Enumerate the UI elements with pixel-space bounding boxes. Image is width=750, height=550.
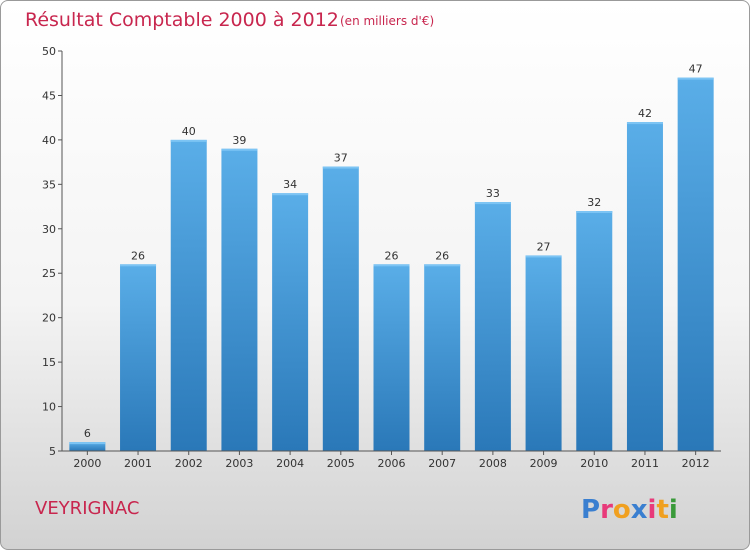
x-tick-label: 2007	[428, 457, 456, 470]
bar-highlight	[626, 122, 663, 125]
logo-letter: o	[613, 495, 631, 525]
bar-highlight	[424, 264, 461, 267]
bar	[626, 122, 663, 451]
bar-highlight	[272, 193, 309, 196]
bar	[120, 264, 157, 451]
city-name: VEYRIGNAC	[35, 498, 139, 519]
bar-highlight	[525, 255, 562, 258]
x-tick-label: 2011	[631, 457, 659, 470]
y-tick-label: 10	[42, 401, 56, 414]
y-tick-label: 45	[42, 89, 56, 102]
chart-title: Résultat Comptable 2000 à 2012	[25, 9, 339, 31]
y-tick-label: 40	[42, 134, 56, 147]
y-tick-label: 25	[42, 267, 56, 280]
bar-value-label: 34	[283, 178, 297, 191]
bar-highlight	[677, 77, 714, 80]
y-axis: 5 10 15 20 25 30 35 40 45 50	[42, 45, 63, 458]
bar-value-label: 39	[232, 134, 246, 147]
x-tick-label: 2008	[479, 457, 507, 470]
bar-highlight	[170, 139, 207, 142]
bar-highlight	[69, 442, 106, 445]
bar-highlight	[322, 166, 359, 169]
bar-value-label: 33	[486, 187, 500, 200]
bar-value-label: 26	[435, 249, 449, 262]
x-tick-label: 2002	[175, 457, 203, 470]
y-tick-label: 15	[42, 356, 56, 369]
x-tick-label: 2005	[327, 457, 355, 470]
chart-subtitle: (en milliers d'€)	[340, 14, 434, 28]
x-tick-label: 2010	[580, 457, 608, 470]
bar-value-label: 26	[131, 249, 145, 262]
bar-value-label: 27	[537, 240, 551, 253]
bar	[373, 264, 410, 451]
y-tick-label: 35	[42, 178, 56, 191]
bar	[576, 211, 613, 451]
bar	[69, 442, 106, 451]
logo-letter: t	[656, 495, 668, 525]
bar-value-label: 40	[182, 125, 196, 138]
bar-highlight	[120, 264, 157, 267]
logo-letter: r	[600, 495, 613, 525]
x-tick-label: 2012	[682, 457, 710, 470]
bar	[677, 77, 714, 452]
bar-value-label: 42	[638, 107, 652, 120]
y-tick-label: 5	[49, 445, 56, 458]
logo-letter: x	[631, 495, 648, 525]
x-tick-label: 2009	[530, 457, 558, 470]
y-tick-label: 50	[42, 45, 56, 58]
bar-value-label: 26	[385, 249, 399, 262]
bar	[170, 139, 207, 451]
proxiti-logo: Proxiti	[581, 495, 678, 525]
logo-letter: i	[669, 495, 678, 525]
bars-group: 6 26 40 39 34 37 26 26 33 27 32 42 47	[69, 63, 714, 452]
x-tick-label: 2001	[124, 457, 152, 470]
x-tick-label: 2003	[225, 457, 253, 470]
bar	[474, 202, 511, 451]
bar	[221, 148, 258, 451]
bar-value-label: 37	[334, 152, 348, 165]
x-axis: 2000 2001 2002 2003 2004 2005 2006 2007 2008 2009…	[62, 450, 721, 470]
x-tick-label: 2006	[378, 457, 406, 470]
logo-letter: P	[581, 495, 600, 525]
logo-letter: i	[648, 495, 657, 525]
bar-highlight	[221, 148, 258, 151]
x-tick-label: 2000	[73, 457, 101, 470]
bar-value-label: 47	[689, 63, 703, 76]
x-tick-label: 2004	[276, 457, 304, 470]
bar	[322, 166, 359, 452]
bar-highlight	[474, 202, 511, 205]
bar-highlight	[373, 264, 410, 267]
y-tick-label: 20	[42, 312, 56, 325]
bar	[424, 264, 461, 451]
bar-highlight	[576, 211, 613, 213]
bar	[525, 255, 562, 451]
bar	[272, 193, 309, 451]
y-tick-label: 30	[42, 223, 56, 236]
bar-value-label: 32	[587, 196, 601, 209]
bar-value-label: 6	[84, 427, 91, 440]
